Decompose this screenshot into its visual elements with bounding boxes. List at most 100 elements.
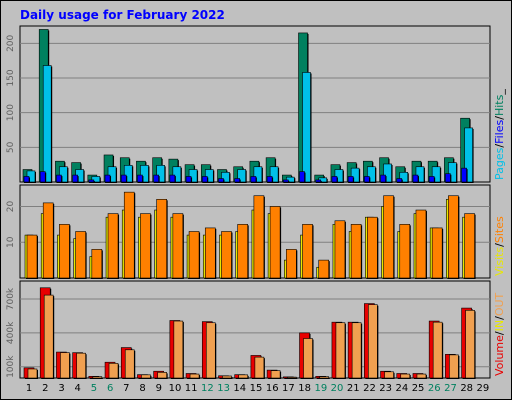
pages-bar: [137, 174, 143, 183]
sites-bar: [237, 224, 248, 279]
files-bar: [221, 171, 230, 183]
sites-bar: [26, 234, 38, 279]
out-bar: [303, 338, 313, 379]
x-day-label: 6: [107, 383, 113, 394]
volume-panel-ytick-label: 400k: [6, 321, 16, 344]
files-bar: [123, 165, 133, 183]
pages-bar: [218, 178, 224, 183]
x-day-label: 15: [250, 383, 263, 394]
chart-title: Daily usage for February 2022: [20, 8, 225, 22]
out-bar: [384, 371, 394, 379]
files-bar: [172, 166, 182, 183]
hits-legend: Pages/Files/Hits_: [493, 89, 506, 180]
out-bar: [416, 373, 427, 379]
hits-panel-ytick-label: 100: [6, 104, 16, 121]
out-bar-shadow: [93, 377, 103, 379]
pages-bar: [153, 174, 159, 183]
legend-item: Sites: [493, 216, 506, 243]
sites-bar: [253, 195, 265, 279]
pages-bar: [266, 176, 273, 183]
pages-bar: [169, 174, 176, 183]
sites-bar: [302, 224, 313, 279]
x-day-label: 4: [75, 383, 81, 394]
x-day-label: 28: [460, 383, 473, 394]
legend-item: /: [493, 243, 506, 247]
hits-panel-ytick-label: 50: [6, 141, 16, 153]
pages-bar: [72, 174, 78, 183]
sites-bar: [448, 195, 459, 279]
out-bar: [319, 376, 330, 379]
x-day-label: 18: [298, 383, 311, 394]
out-bar: [27, 368, 38, 379]
pages-bar: [380, 174, 386, 183]
files-bar: [59, 166, 68, 183]
x-day-label: 19: [314, 383, 327, 394]
out-bar: [254, 356, 265, 379]
files-bar: [237, 169, 246, 183]
pages-bar: [88, 179, 95, 183]
x-day-label: 1: [26, 383, 32, 394]
legend-item: Pages: [493, 147, 506, 180]
files-bar: [42, 65, 52, 183]
files-bar: [286, 176, 295, 183]
out-bar: [432, 321, 443, 379]
pages-bar: [461, 167, 467, 183]
sites-bar: [59, 224, 70, 279]
x-day-label: 26: [428, 383, 441, 394]
files-bar: [107, 166, 117, 183]
x-day-label: 24: [395, 383, 408, 394]
files-bar: [350, 167, 360, 183]
files-bar: [448, 162, 457, 183]
files-bar: [269, 166, 279, 183]
out-bar: [124, 349, 135, 379]
out-bar: [141, 374, 151, 379]
out-bar: [205, 322, 216, 379]
pages-bar: [315, 179, 322, 183]
sites-bar: [204, 227, 216, 279]
out-bar: [335, 322, 346, 379]
files-bar: [334, 169, 344, 183]
out-bar: [60, 352, 70, 379]
visits-panel-ytick-label: 20: [6, 200, 16, 212]
x-day-label: 27: [444, 383, 457, 394]
pages-bar: [39, 171, 46, 183]
out-bar: [92, 376, 103, 379]
x-day-label: 17: [282, 383, 295, 394]
files-bar: [464, 127, 473, 183]
x-day-label: 22: [363, 383, 376, 394]
sites-bar: [286, 249, 297, 279]
files-bar: [399, 171, 409, 183]
pages-bar: [120, 174, 127, 183]
x-day-label: 16: [266, 383, 279, 394]
files-bar: [367, 166, 376, 183]
legend-item: _: [493, 89, 506, 96]
sites-bar: [221, 231, 232, 279]
files-bar: [253, 166, 263, 183]
pages-bar: [412, 174, 419, 183]
x-day-label: 20: [331, 383, 344, 394]
pages-bar: [299, 171, 305, 183]
out-bar-shadow: [320, 377, 330, 379]
x-day-label: 7: [123, 383, 129, 394]
legend-item: /: [493, 144, 506, 148]
files-bar: [140, 165, 149, 183]
files-bar: [431, 166, 441, 183]
sites-bar: [383, 195, 394, 279]
out-bar-shadow: [288, 378, 298, 379]
pages-bar: [396, 178, 403, 183]
legend-item: Files: [493, 119, 506, 143]
out-bar: [351, 322, 362, 379]
files-bar: [188, 169, 198, 183]
out-bar: [173, 320, 184, 379]
hits-panel-ytick-label: 150: [6, 69, 16, 86]
sites-bar: [91, 249, 103, 279]
sites-bar: [140, 213, 151, 279]
visits-legend: Visits/Sites: [493, 216, 506, 276]
x-day-label: 21: [347, 383, 360, 394]
pages-bar: [250, 176, 257, 183]
out-bar: [76, 352, 86, 379]
hits-panel-ytick-label: 200: [6, 34, 16, 51]
out-bar: [222, 375, 232, 379]
x-day-label: 5: [91, 383, 97, 394]
